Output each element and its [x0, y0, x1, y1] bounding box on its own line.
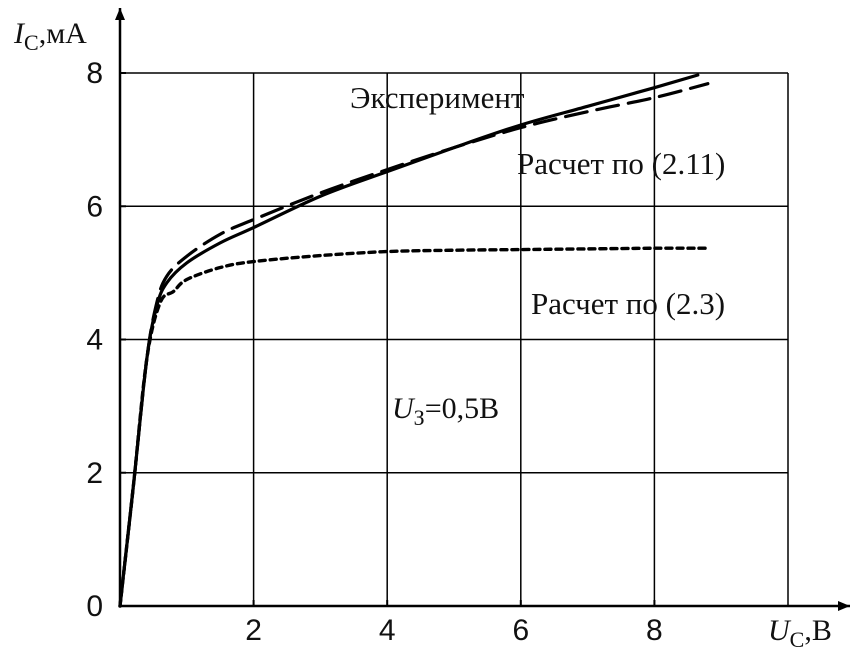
- y-tick-label: 2: [86, 457, 103, 490]
- y-tick-label: 4: [86, 324, 103, 357]
- x-axis-arrow-icon: [838, 601, 850, 611]
- x-axis-title: UC,В: [768, 614, 832, 648]
- x-tick-label: 6: [512, 614, 529, 647]
- x-axis-symbol: U: [768, 614, 792, 647]
- y-axis-symbol: I: [13, 17, 26, 50]
- annotation-subscript: З: [414, 405, 425, 430]
- series-line-dotted: [118, 246, 710, 608]
- annotation-symbol: U: [392, 392, 416, 425]
- series-label-experiment: Эксперимент: [350, 80, 525, 115]
- y-axis-title: IC,мА: [13, 17, 87, 55]
- x-tick-label: 8: [646, 614, 663, 647]
- series-layer: [118, 73, 710, 608]
- y-tick-label: 6: [86, 190, 103, 223]
- series-label-calc-2-3: Расчет по (2.3): [531, 286, 725, 321]
- x-tick-label: 4: [379, 614, 396, 647]
- y-tick-label: 8: [86, 57, 103, 90]
- gate-voltage-annotation: UЗ=0,5В: [392, 392, 499, 430]
- series-label-calc-2-11: Расчет по (2.11): [517, 146, 725, 181]
- y-tick-label: 0: [86, 590, 103, 623]
- x-axis-unit: ,В: [804, 614, 832, 647]
- y-axis-subscript: C: [24, 30, 39, 55]
- grid-layer: [120, 72, 789, 606]
- x-tick-label: 2: [245, 614, 262, 647]
- annotation-text: =0,5В: [425, 392, 499, 425]
- y-axis-unit: ,мА: [39, 17, 87, 50]
- x-axis-subscript: C: [790, 627, 805, 648]
- axis-layer: [115, 8, 850, 611]
- y-axis-arrow-icon: [115, 8, 125, 20]
